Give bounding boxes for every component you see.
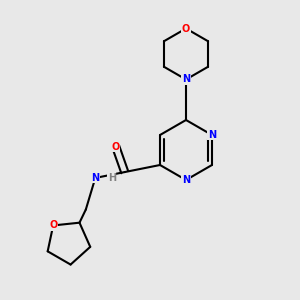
Text: N: N xyxy=(208,130,216,140)
Text: O: O xyxy=(49,220,57,230)
Text: N: N xyxy=(91,173,99,183)
Text: H: H xyxy=(108,173,116,183)
Text: N: N xyxy=(182,74,190,85)
Text: N: N xyxy=(182,175,190,185)
Text: O: O xyxy=(112,142,120,152)
Text: O: O xyxy=(182,23,190,34)
